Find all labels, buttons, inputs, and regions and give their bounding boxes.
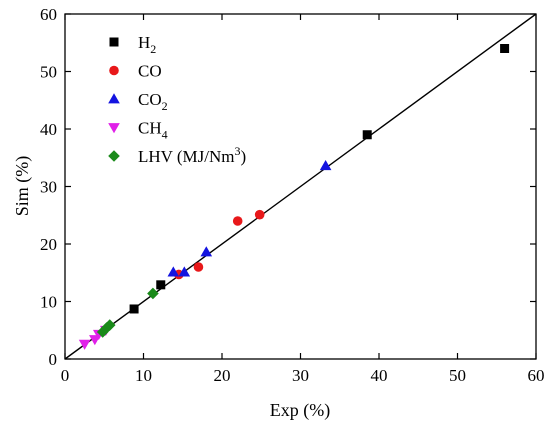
legend-label-h2: H2 [138, 33, 156, 56]
data-point-h2 [156, 280, 166, 290]
legend-label-co: CO [138, 62, 162, 81]
data-point-co [193, 262, 204, 272]
y-tick-label: 20 [40, 235, 57, 254]
data-point-h2 [362, 130, 372, 140]
legend-marker-h2 [109, 37, 119, 47]
legend-label-ch4: CH4 [138, 119, 168, 142]
x-tick-label: 50 [449, 366, 466, 385]
y-tick-label: 60 [40, 5, 57, 24]
legend-marker-co [109, 65, 119, 76]
reference-line [64, 13, 537, 360]
data-point-co [232, 216, 243, 226]
data-point-lhv-mj-nm3 [100, 322, 113, 334]
x-tick-label: 10 [135, 366, 152, 385]
data-points [78, 44, 510, 350]
legend-marker-lhv-mj-nm3 [108, 150, 120, 162]
legend-marker-ch4 [108, 123, 120, 134]
y-tick-label: 40 [40, 120, 57, 139]
reference-line-layer [64, 13, 537, 360]
y-tick-label: 50 [40, 63, 57, 82]
data-point-co2 [178, 266, 191, 277]
y-tick-label: 0 [49, 350, 58, 369]
data-point-co [254, 209, 265, 220]
data-point-h2 [129, 304, 139, 314]
data-point-lhv-mj-nm3 [96, 326, 109, 338]
legend-label-co2: CO2 [138, 90, 168, 113]
x-axis-title: Exp (%) [270, 400, 330, 421]
data-point-co2 [200, 246, 213, 257]
x-tick-label: 0 [61, 366, 70, 385]
data-point-h2 [500, 44, 510, 53]
x-tick-label: 60 [528, 366, 545, 385]
axis-ticks: 0 10 20 30 40 50 60 0 10 20 30 40 50 60 [40, 5, 545, 385]
legend-label-lhv-mj-nm3: LHV (MJ/Nm3) [138, 144, 246, 166]
legend-marker-co2 [108, 93, 120, 104]
x-tick-label: 40 [371, 366, 388, 385]
y-tick-label: 30 [40, 178, 57, 197]
data-point-co2 [167, 266, 180, 277]
y-axis-title: Sim (%) [12, 156, 33, 217]
y-tick-label: 10 [40, 293, 57, 312]
data-point-lhv-mj-nm3 [147, 287, 159, 300]
data-point-lhv-mj-nm3 [103, 319, 116, 331]
data-point-ch4 [78, 339, 91, 350]
data-point-co2 [319, 160, 332, 171]
x-tick-label: 30 [292, 366, 309, 385]
x-tick-label: 20 [214, 366, 231, 385]
